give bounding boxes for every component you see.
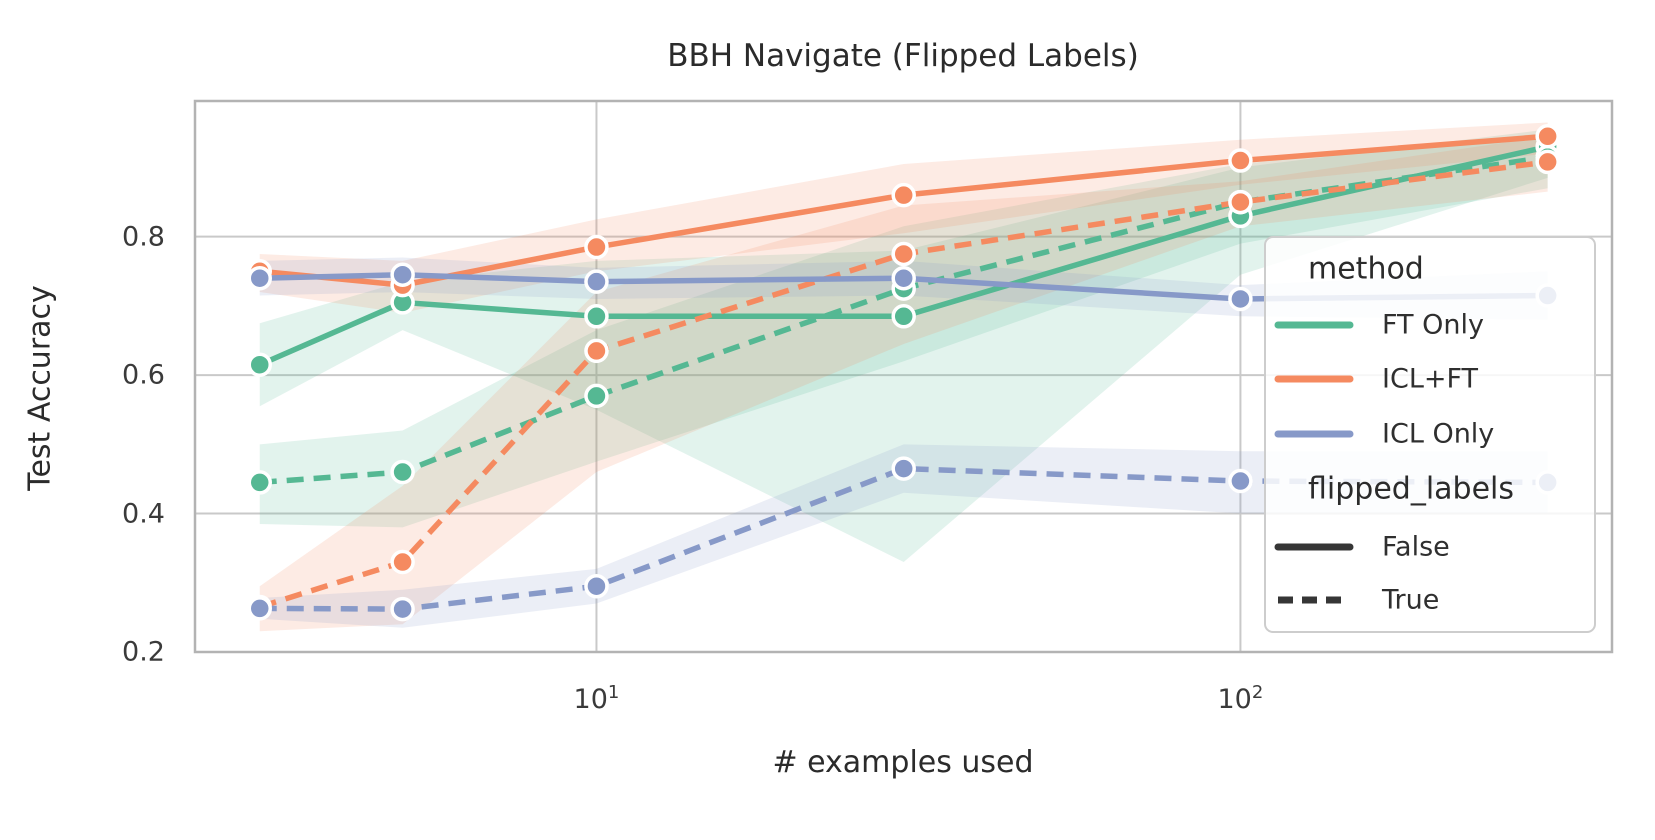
band-ICL-Only-True — [259, 444, 1548, 628]
marker-ICL-Only-True-x30 — [891, 456, 916, 481]
y-tick-0.2: 0.2 — [122, 636, 165, 668]
legend-item-ft-only-label: FT Only — [1382, 309, 1484, 341]
band-FT-Only-True — [259, 132, 1548, 528]
legend: method FT Only ICL+FT ICL Only flipped_label… — [1264, 236, 1596, 633]
marker-FT-Only-False-x30 — [891, 304, 916, 329]
marker-ICL-Only-True-x3 — [247, 596, 272, 621]
marker-ICL-Only-False-x3 — [247, 265, 272, 291]
marker-ICL-Only-True-x100 — [1228, 468, 1253, 494]
marker-ICL+FT-False-x100 — [1228, 148, 1253, 173]
line-ICL+FT-True — [258, 159, 1549, 610]
marker-ICL+FT-False-x300 — [1535, 124, 1560, 149]
x-tick-10: 101 — [573, 682, 620, 715]
band-FT-Only-False — [259, 129, 1548, 563]
line-FT-Only-False — [258, 144, 1549, 368]
legend-title-flipped-labels: flipped_labels — [1308, 471, 1515, 507]
y-tick-0.4: 0.4 — [122, 498, 165, 530]
marker-ICL+FT-False-x10 — [584, 234, 609, 260]
marker-ICL-Only-False-x100 — [1228, 286, 1253, 312]
marker-ICL+FT-True-x30 — [891, 241, 916, 267]
marker-ICL+FT-True-x5 — [390, 549, 415, 575]
line-ICL+FT-False — [259, 133, 1548, 288]
marker-ICL+FT-False-x30 — [891, 182, 916, 208]
legend-item-false-label: False — [1382, 531, 1450, 563]
marker-FT-Only-True-x5 — [390, 459, 415, 485]
plot-border — [193, 99, 1614, 654]
y-tick-0.8: 0.8 — [122, 221, 165, 253]
legend-title-method: method — [1308, 251, 1424, 287]
legend-item-icl-ft-label: ICL+FT — [1382, 363, 1479, 395]
legend-item-true-label: True — [1382, 584, 1440, 616]
x-tick-100: 102 — [1217, 682, 1264, 715]
marker-ICL+FT-True-x100 — [1228, 189, 1253, 215]
marker-FT-Only-False-x3 — [247, 352, 272, 377]
marker-FT-Only-False-x10 — [584, 304, 609, 329]
y-axis-label: Test Accuracy — [22, 285, 58, 491]
legend-item-icl-only-swatch-icon — [1274, 430, 1354, 438]
x-axis-label: # examples used — [772, 745, 1034, 780]
marker-FT-Only-True-x10 — [584, 383, 609, 409]
legend-item-icl-ft-swatch-icon — [1274, 375, 1354, 383]
marker-ICL-Only-True-x10 — [584, 573, 609, 599]
band-ICL+FT-True — [259, 136, 1548, 632]
marker-ICL-Only-True-x5 — [390, 596, 415, 622]
marker-ICL-Only-False-x10 — [584, 269, 609, 294]
line-FT-Only-True — [259, 154, 1549, 486]
marker-ICL+FT-True-x300 — [1535, 149, 1560, 175]
band-ICL+FT-False — [259, 122, 1548, 313]
marker-FT-Only-True-x3 — [247, 470, 272, 495]
marker-ICL+FT-True-x10 — [584, 338, 609, 364]
legend-item-false-swatch-icon — [1274, 543, 1354, 551]
legend-item-true-swatch-icon — [1278, 596, 1350, 604]
legend-item-icl-only-label: ICL Only — [1382, 418, 1495, 450]
y-tick-0.6: 0.6 — [122, 359, 165, 391]
chart-title: BBH Navigate (Flipped Labels) — [667, 38, 1139, 74]
marker-ICL-Only-False-x30 — [891, 265, 916, 291]
marker-ICL-Only-False-x5 — [390, 262, 415, 287]
legend-item-ft-only-swatch-icon — [1274, 321, 1354, 329]
